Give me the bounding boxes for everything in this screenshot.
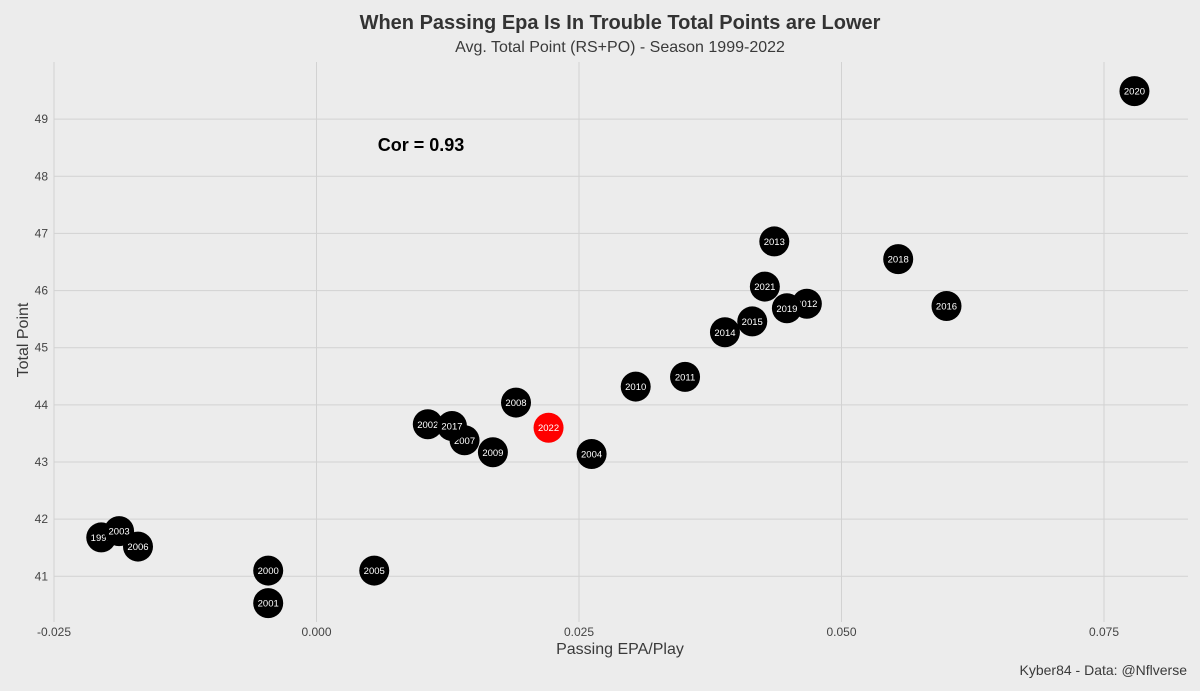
data-point-2006: 2006	[123, 531, 153, 562]
data-point-2002: 2002	[412, 409, 443, 440]
data-point-2018: 2018	[883, 244, 914, 275]
point-marker	[123, 531, 153, 562]
point-label: 2020	[1124, 87, 1145, 98]
x-axis-title: Passing EPA/Play	[556, 641, 684, 658]
y-tick-label: 41	[35, 569, 49, 583]
data-point-2004: 2004	[576, 439, 607, 469]
y-tick-label: 46	[35, 284, 49, 298]
data-point-2022: 2022	[533, 412, 564, 443]
point-label: 2019	[776, 304, 797, 315]
point-label: 2018	[888, 255, 909, 266]
point-label: 2021	[754, 282, 775, 293]
data-point-2001: 2001	[253, 588, 284, 619]
point-label: 2013	[764, 237, 785, 248]
x-axis-ticks: -0.025 0.000 0.025 0.050 0.075	[37, 625, 1119, 639]
data-point-2015: 2015	[737, 306, 768, 337]
point-marker	[501, 387, 531, 418]
point-marker	[533, 412, 564, 443]
point-label: 2009	[482, 448, 503, 459]
data-point-2009: 2009	[477, 437, 508, 468]
point-label: 2008	[505, 398, 526, 409]
y-axis-title: Total Point	[15, 302, 32, 377]
data-point-2010: 2010	[620, 371, 651, 402]
point-label: 2012	[796, 299, 817, 310]
data-point-2011: 2011	[670, 361, 701, 392]
point-marker	[737, 306, 768, 337]
point-marker	[576, 439, 607, 469]
data-point-2017: 2017	[436, 411, 467, 441]
point-marker	[620, 371, 651, 402]
point-marker	[436, 411, 467, 441]
x-tick-label: 0.075	[1089, 625, 1119, 639]
point-marker	[670, 361, 701, 392]
point-marker	[759, 226, 790, 257]
y-tick-label: 43	[35, 455, 49, 469]
point-label: 2000	[258, 566, 279, 577]
point-marker	[359, 555, 390, 586]
point-label: 2003	[109, 527, 130, 538]
data-point-2014: 2014	[709, 317, 740, 348]
point-label: 2017	[441, 422, 462, 433]
correlation-annotation: Cor = 0.93	[378, 135, 465, 155]
point-label: 2006	[127, 542, 148, 553]
grid	[53, 62, 1188, 622]
point-marker	[1119, 76, 1150, 107]
chart-caption: Kyber84 - Data: @Nflverse	[1020, 662, 1188, 678]
x-tick-label: -0.025	[37, 625, 71, 639]
data-point-2021: 2021	[749, 271, 780, 302]
point-marker	[931, 291, 962, 321]
y-tick-label: 48	[35, 169, 49, 183]
point-label: 2016	[936, 302, 957, 313]
y-axis-ticks: 41 42 43 44 45 46 47 48 49	[35, 112, 49, 583]
point-marker	[412, 409, 443, 440]
y-tick-label: 45	[35, 341, 49, 355]
data-points: 1999 2000 2001 2002 2003 2004 2005 2006 2007 2008…	[86, 76, 1150, 619]
chart-title: When Passing Epa Is In Trouble Total Poi…	[360, 12, 881, 34]
point-label: 2007	[454, 436, 475, 447]
data-point-2008: 2008	[501, 387, 531, 418]
data-point-2013: 2013	[759, 226, 790, 257]
y-tick-label: 42	[35, 512, 49, 526]
x-tick-label: 0.050	[826, 625, 856, 639]
point-marker	[749, 271, 780, 302]
x-tick-label: 0.000	[301, 625, 331, 639]
data-point-2019: 2019	[771, 293, 802, 324]
chart-subtitle: Avg. Total Point (RS+PO) - Season 1999-2…	[455, 39, 785, 56]
point-label: 2011	[675, 372, 695, 383]
point-marker	[771, 293, 802, 324]
point-label: 2001	[258, 599, 279, 610]
point-label: 2002	[417, 420, 438, 431]
point-label: 2005	[364, 566, 385, 577]
data-point-2020: 2020	[1119, 76, 1150, 107]
y-tick-label: 44	[35, 398, 49, 412]
y-tick-label: 47	[35, 226, 49, 240]
data-point-2000: 2000	[253, 555, 284, 586]
point-label: 2022	[538, 423, 559, 434]
point-marker	[883, 244, 914, 275]
point-label: 2004	[581, 450, 602, 461]
point-label: 2010	[625, 382, 646, 393]
y-tick-label: 49	[35, 112, 49, 126]
point-marker	[253, 588, 284, 619]
data-point-2005: 2005	[359, 555, 390, 586]
point-marker	[477, 437, 508, 468]
point-label: 2014	[714, 328, 735, 339]
data-point-2016: 2016	[931, 291, 962, 321]
point-marker	[253, 555, 284, 586]
x-tick-label: 0.025	[564, 625, 594, 639]
point-marker	[709, 317, 740, 348]
point-label: 2015	[742, 317, 763, 328]
point-label: 1999	[91, 533, 112, 544]
